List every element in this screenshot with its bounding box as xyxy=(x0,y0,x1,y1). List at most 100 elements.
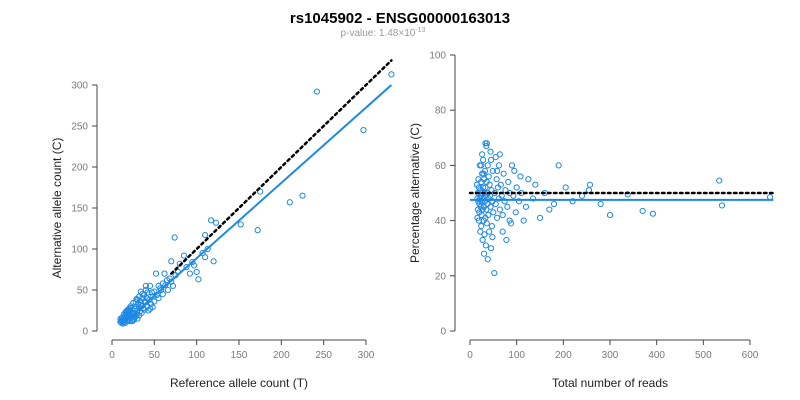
data-point xyxy=(586,181,594,188)
data-point xyxy=(493,167,501,175)
data-point xyxy=(474,206,482,213)
regression-line xyxy=(121,84,393,326)
x-tick-label: 100 xyxy=(508,350,525,361)
data-point xyxy=(120,311,127,318)
y-tick-label: 0 xyxy=(82,327,88,338)
data-point xyxy=(483,142,490,150)
y-tick-label: 40 xyxy=(435,216,447,227)
x-tick-label: 200 xyxy=(555,350,572,361)
p-value-exponent: -13 xyxy=(415,27,425,34)
data-point xyxy=(529,195,537,202)
data-point xyxy=(388,71,395,78)
data-point xyxy=(171,234,178,241)
data-point xyxy=(487,156,495,163)
data-point xyxy=(499,228,506,235)
data-point xyxy=(237,221,244,228)
x-tick-label: 0 xyxy=(467,350,473,361)
data-point xyxy=(204,245,211,253)
y-tick-label: 100 xyxy=(71,245,88,256)
data-point xyxy=(480,250,488,257)
data-point xyxy=(476,200,483,208)
data-point xyxy=(162,281,169,289)
data-point xyxy=(525,176,532,183)
data-point xyxy=(484,256,491,263)
x-tick-label: 300 xyxy=(602,350,619,361)
data-point xyxy=(180,252,188,259)
y-tick-label: 80 xyxy=(435,106,447,117)
x-tick-label: 0 xyxy=(109,350,115,361)
data-point xyxy=(486,228,493,235)
y-tick-label: 100 xyxy=(429,51,446,62)
data-point xyxy=(195,276,202,283)
data-point xyxy=(562,184,569,191)
data-point xyxy=(484,162,491,169)
data-point xyxy=(475,198,482,205)
data-point xyxy=(483,220,490,227)
data-point xyxy=(492,154,499,161)
x-tick-label: 600 xyxy=(742,350,759,361)
data-point xyxy=(718,202,726,209)
chart-title: rs1045902 - ENSG00000163013 xyxy=(290,10,510,27)
data-point xyxy=(493,214,501,221)
data-point xyxy=(491,269,498,277)
data-point xyxy=(511,167,518,175)
data-point xyxy=(555,162,562,169)
data-point xyxy=(186,270,193,277)
data-point xyxy=(606,211,614,219)
p-value-prefix: p-value: 1.48×10 xyxy=(341,28,416,39)
data-point xyxy=(716,177,723,184)
data-point xyxy=(487,245,495,252)
data-point xyxy=(479,156,487,163)
data-point xyxy=(155,295,162,302)
y-tick-label: 20 xyxy=(435,271,447,282)
data-point xyxy=(360,127,367,134)
data-point xyxy=(532,181,539,188)
data-point xyxy=(199,250,206,257)
data-point xyxy=(193,268,200,276)
data-point xyxy=(145,307,152,314)
data-point xyxy=(474,214,481,221)
x-tick-label: 150 xyxy=(231,350,248,361)
data-point xyxy=(489,234,496,241)
data-point xyxy=(536,214,544,221)
data-point xyxy=(578,192,586,199)
data-point xyxy=(478,223,485,230)
data-point xyxy=(522,203,530,210)
data-point xyxy=(517,173,524,180)
data-point xyxy=(143,295,150,302)
data-point xyxy=(569,198,576,205)
data-point xyxy=(130,310,137,317)
data-point xyxy=(474,195,481,202)
data-point xyxy=(148,289,155,296)
data-point xyxy=(499,211,506,219)
data-point xyxy=(492,200,499,208)
data-point xyxy=(639,207,646,215)
data-point xyxy=(512,209,519,216)
data-point xyxy=(479,236,486,244)
data-point xyxy=(495,195,503,202)
reference-dotted-line xyxy=(170,59,393,275)
data-point xyxy=(169,282,177,289)
data-point xyxy=(496,151,503,158)
data-point xyxy=(479,151,486,158)
x-tick-label: 200 xyxy=(273,350,290,361)
x-axis-title: Total number of reads xyxy=(552,376,668,390)
x-tick-label: 100 xyxy=(188,350,205,361)
p-value-subtitle: p-value: 1.48×10-13 xyxy=(341,27,426,39)
data-point xyxy=(142,282,149,289)
data-point xyxy=(124,307,131,314)
data-point xyxy=(117,315,124,322)
data-point xyxy=(480,170,487,177)
data-point xyxy=(183,263,190,271)
data-point xyxy=(520,217,527,224)
data-point xyxy=(210,258,217,265)
data-point xyxy=(504,203,511,210)
data-point xyxy=(133,295,140,303)
data-point xyxy=(164,286,171,294)
data-point xyxy=(159,291,166,298)
data-point xyxy=(496,206,503,213)
data-point xyxy=(480,217,487,224)
data-point xyxy=(117,318,124,326)
x-tick-label: 500 xyxy=(695,350,712,361)
